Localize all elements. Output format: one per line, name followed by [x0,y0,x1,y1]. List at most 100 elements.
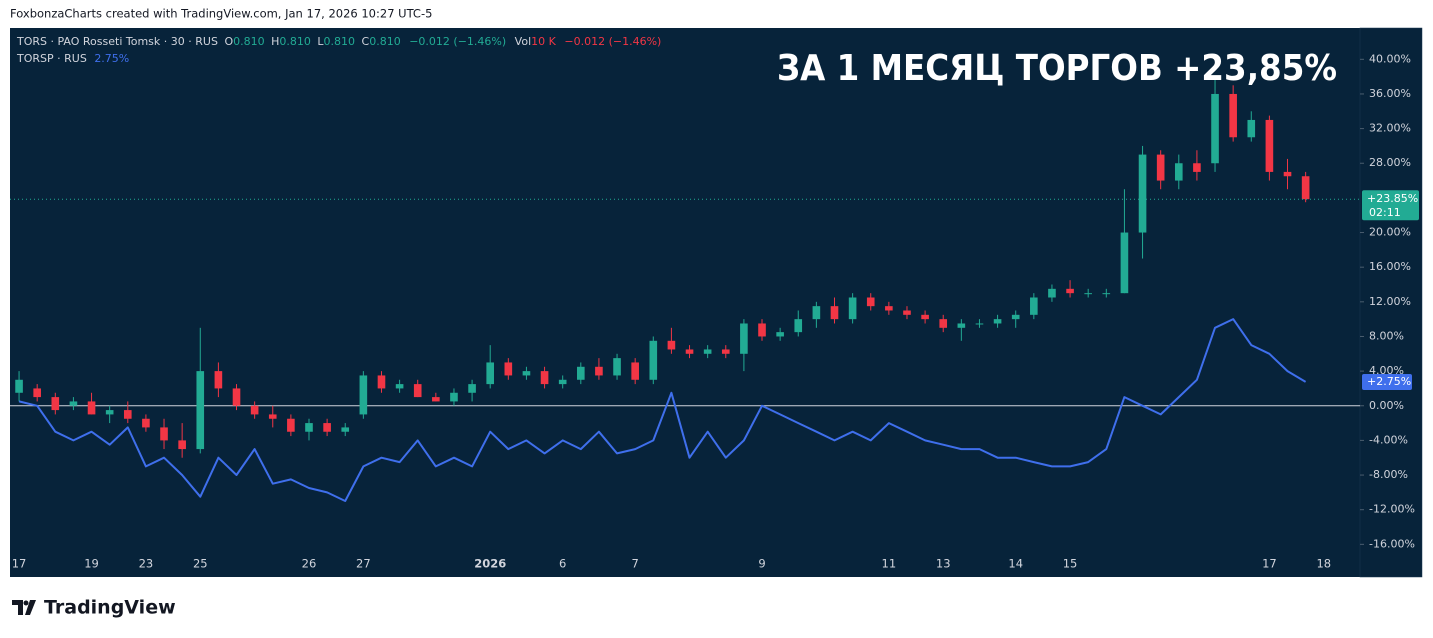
x-tick-label: 7 [632,557,639,571]
candle-body [522,371,531,376]
candle-body [885,306,893,311]
candle-body [776,332,784,337]
change: −0.012 (−1.46%) [409,35,506,48]
candle-body [323,423,331,432]
candle-body [359,375,368,415]
header: FoxbonzaCharts created with TradingView.… [10,7,432,21]
candle-body [1211,93,1219,164]
h-key: H [271,35,279,48]
candle-body [540,371,549,385]
c-key: C [362,35,370,48]
candle-body [33,388,41,398]
compare-label: +2.75% [1367,375,1411,388]
candle-body [1048,288,1056,298]
candle-body [432,397,440,402]
vol-key: Vol [515,35,531,48]
candle-body [450,392,458,402]
candle-body [214,371,223,389]
countdown: 02:11 [1369,206,1401,219]
low: 0.810 [324,35,356,48]
candle-body [848,297,857,320]
candle-body [993,319,1002,324]
candle-body [142,418,150,428]
candle-body [486,362,495,385]
candle-body [1193,163,1201,172]
y-tick-label: 0.00% [1369,399,1404,412]
open: 0.810 [233,35,265,48]
y-tick-label: 12.00% [1369,295,1411,308]
candle-body [250,405,259,415]
candle-body [649,340,658,380]
candle-body [178,440,186,450]
candle-body [287,418,295,432]
candle-body [595,366,603,376]
candle-body [1283,171,1292,177]
x-tick-label: 11 [882,557,897,571]
symbol: TORS · PAO Rosseti Tomsk · 30 · RUS [16,35,218,48]
candle-body [631,362,639,380]
chart-panel [10,28,1422,577]
candle-body [1229,93,1237,138]
x-tick-label: 18 [1316,557,1331,571]
x-tick-label: 27 [356,557,371,571]
candle-body [794,319,803,333]
y-tick-label: 16.00% [1369,260,1411,273]
x-tick-label: 25 [193,557,208,571]
candle-body [504,362,513,376]
candle-body [1247,119,1256,138]
candle-body [721,349,730,354]
candle-body [740,323,748,354]
candle-body [903,310,911,315]
candle-body [69,401,78,406]
y-tick-label: -16.00% [1369,537,1415,550]
candle-body [758,323,766,337]
candle-body [957,323,966,328]
candle-body [1174,163,1183,181]
candle-body [685,349,694,354]
candle-body [1084,293,1092,295]
candle-body [232,388,241,406]
x-tick-label: 14 [1008,557,1023,571]
x-tick-label: 26 [302,557,317,571]
candle-body [15,379,23,393]
candle-body [1301,176,1310,200]
candle-body [830,306,839,320]
candle-body [921,314,929,320]
y-tick-label: 4.00% [1369,364,1404,377]
y-tick-label: -12.00% [1369,503,1415,516]
volume: 10 K [531,35,556,48]
compare-symbol: TORSP · RUS [16,52,87,65]
candle-body [667,340,676,350]
plot [10,76,1360,502]
candle-body [105,410,114,415]
candle-body [1156,154,1165,181]
candle-body [1066,288,1074,294]
x-tick-label: 17 [12,557,27,571]
l-key: L [317,35,324,48]
o-key: O [224,35,233,48]
close: 0.810 [369,35,401,48]
candle-body [268,414,277,419]
candle-body [87,401,96,415]
x-tick-label: 9 [758,557,765,571]
x-tick-label: 17 [1262,557,1277,571]
y-tick-label: -8.00% [1369,468,1408,481]
y-tick-label: -4.00% [1369,433,1408,446]
candle-body [160,427,168,441]
candle-body [975,323,984,325]
x-tick-label: 13 [936,557,951,571]
y-tick-label: 8.00% [1369,329,1404,342]
candle-body [377,375,386,389]
compare-box [1362,373,1412,390]
x-tick-label: 6 [559,557,566,571]
candle-body [305,423,313,432]
x-tick-label: 19 [84,557,99,571]
x-tick-label: 15 [1063,557,1078,571]
candle-body [1102,293,1111,295]
candle-body [123,410,132,419]
candle-body [468,384,476,393]
vol-change: −0.012 (−1.46%) [564,35,661,48]
candle-body [395,384,404,389]
candle-body [341,427,350,432]
